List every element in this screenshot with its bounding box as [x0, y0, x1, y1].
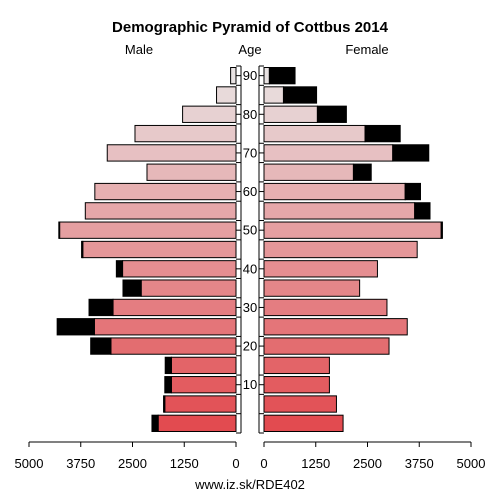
male-bar-10-14: [170, 376, 237, 394]
female-bar-35-39: [263, 279, 361, 297]
female-x-tick-label-5000: 5000: [457, 456, 486, 471]
female-excess-55-59: [414, 202, 431, 220]
male-x-tick-label-3750: 3750: [66, 456, 95, 471]
male-excess-25-29: [56, 318, 95, 336]
male-x-tick-label-1250: 1250: [170, 456, 199, 471]
female-excess-80-84: [316, 105, 347, 123]
male-excess-5-9: [163, 395, 166, 413]
male-bar-15-19: [170, 356, 237, 375]
male-x-tick-label-2500: 2500: [118, 456, 147, 471]
female-excess-70-74: [392, 144, 430, 162]
male-x-tick-label-5000: 5000: [15, 456, 44, 471]
male-bar-60-64: [94, 182, 237, 201]
female-bar-60-64: [263, 182, 406, 201]
female-bar-25-29: [263, 318, 408, 336]
age-tick-label-30: 30: [243, 300, 257, 315]
male-excess-10-14: [164, 376, 172, 394]
female-bar-40-44: [263, 260, 378, 278]
female-bar-5-9: [263, 395, 337, 413]
female-bar-15-19: [263, 356, 330, 375]
female-excess-85-89: [282, 86, 318, 104]
male-bar-0-4: [157, 414, 237, 432]
axes-layer: 0 0 1250 1250 2500 2500 3750 3750 5000 5000 10 20 30…: [15, 65, 486, 471]
source-label: www.iz.sk/RDE402: [194, 477, 305, 492]
male-bar-85-89: [216, 86, 237, 104]
male-bar-90+: [230, 67, 237, 85]
male-bar-70-74: [106, 144, 237, 162]
male-bar-35-39: [140, 279, 237, 297]
female-bar-65-69: [263, 163, 354, 181]
female-bar-70-74: [263, 144, 394, 162]
female-bar-30-34: [263, 298, 388, 317]
male-bar-50-54: [59, 221, 237, 239]
male-bar-75-79: [134, 124, 237, 143]
female-bar-85-89: [263, 86, 284, 104]
age-label: Age: [238, 42, 261, 57]
male-bar-45-49: [82, 240, 237, 259]
chart-title: Demographic Pyramid of Cottbus 2014: [112, 19, 389, 36]
male-bar-30-34: [112, 298, 237, 317]
age-tick-label-40: 40: [243, 261, 257, 276]
female-bar-80-84: [263, 105, 318, 123]
male-bar-25-29: [93, 318, 237, 336]
male-bar-65-69: [146, 163, 237, 181]
female-excess-65-69: [352, 163, 372, 181]
female-bar-75-79: [263, 124, 366, 143]
male-excess-45-49: [81, 240, 84, 259]
male-excess-35-39: [122, 279, 142, 297]
female-excess-90+: [268, 67, 296, 85]
age-tick-label-70: 70: [243, 145, 257, 160]
female-bar-50-54: [263, 221, 442, 239]
female-bar-0-4: [263, 414, 344, 432]
female-excess-60-64: [404, 182, 421, 201]
male-excess-20-24: [90, 337, 112, 355]
female-excess-50-54: [440, 221, 443, 239]
male-bar-5-9: [164, 395, 237, 413]
female-label: Female: [345, 42, 388, 57]
female-x-tick-label-0: 0: [260, 456, 267, 471]
female-bar-55-59: [263, 202, 416, 220]
age-tick-label-20: 20: [243, 339, 257, 354]
male-bar-20-24: [110, 337, 237, 355]
male-bar-40-44: [122, 260, 237, 278]
male-excess-30-34: [88, 298, 114, 317]
female-x-tick-label-1250: 1250: [301, 456, 330, 471]
age-tick-label-80: 80: [243, 107, 257, 122]
male-excess-15-19: [164, 356, 172, 375]
male-excess-50-54: [58, 221, 61, 239]
female-x-tick-label-3750: 3750: [405, 456, 434, 471]
female-x-tick-label-2500: 2500: [353, 456, 382, 471]
female-excess-75-79: [364, 124, 401, 143]
female-bar-10-14: [263, 376, 330, 394]
bars-layer: [56, 67, 443, 432]
male-excess-40-44: [115, 260, 124, 278]
male-bar-80-84: [182, 105, 237, 123]
male-x-tick-label-0: 0: [232, 456, 239, 471]
age-tick-label-50: 50: [243, 223, 257, 238]
female-bar-90+: [263, 67, 270, 85]
age-tick-label-90: 90: [243, 68, 257, 83]
age-tick-label-60: 60: [243, 184, 257, 199]
male-bar-55-59: [84, 202, 237, 220]
male-label: Male: [125, 42, 153, 57]
female-bar-45-49: [263, 240, 418, 259]
female-bar-20-24: [263, 337, 390, 355]
age-tick-label-10: 10: [243, 377, 257, 392]
male-excess-0-4: [151, 414, 159, 432]
